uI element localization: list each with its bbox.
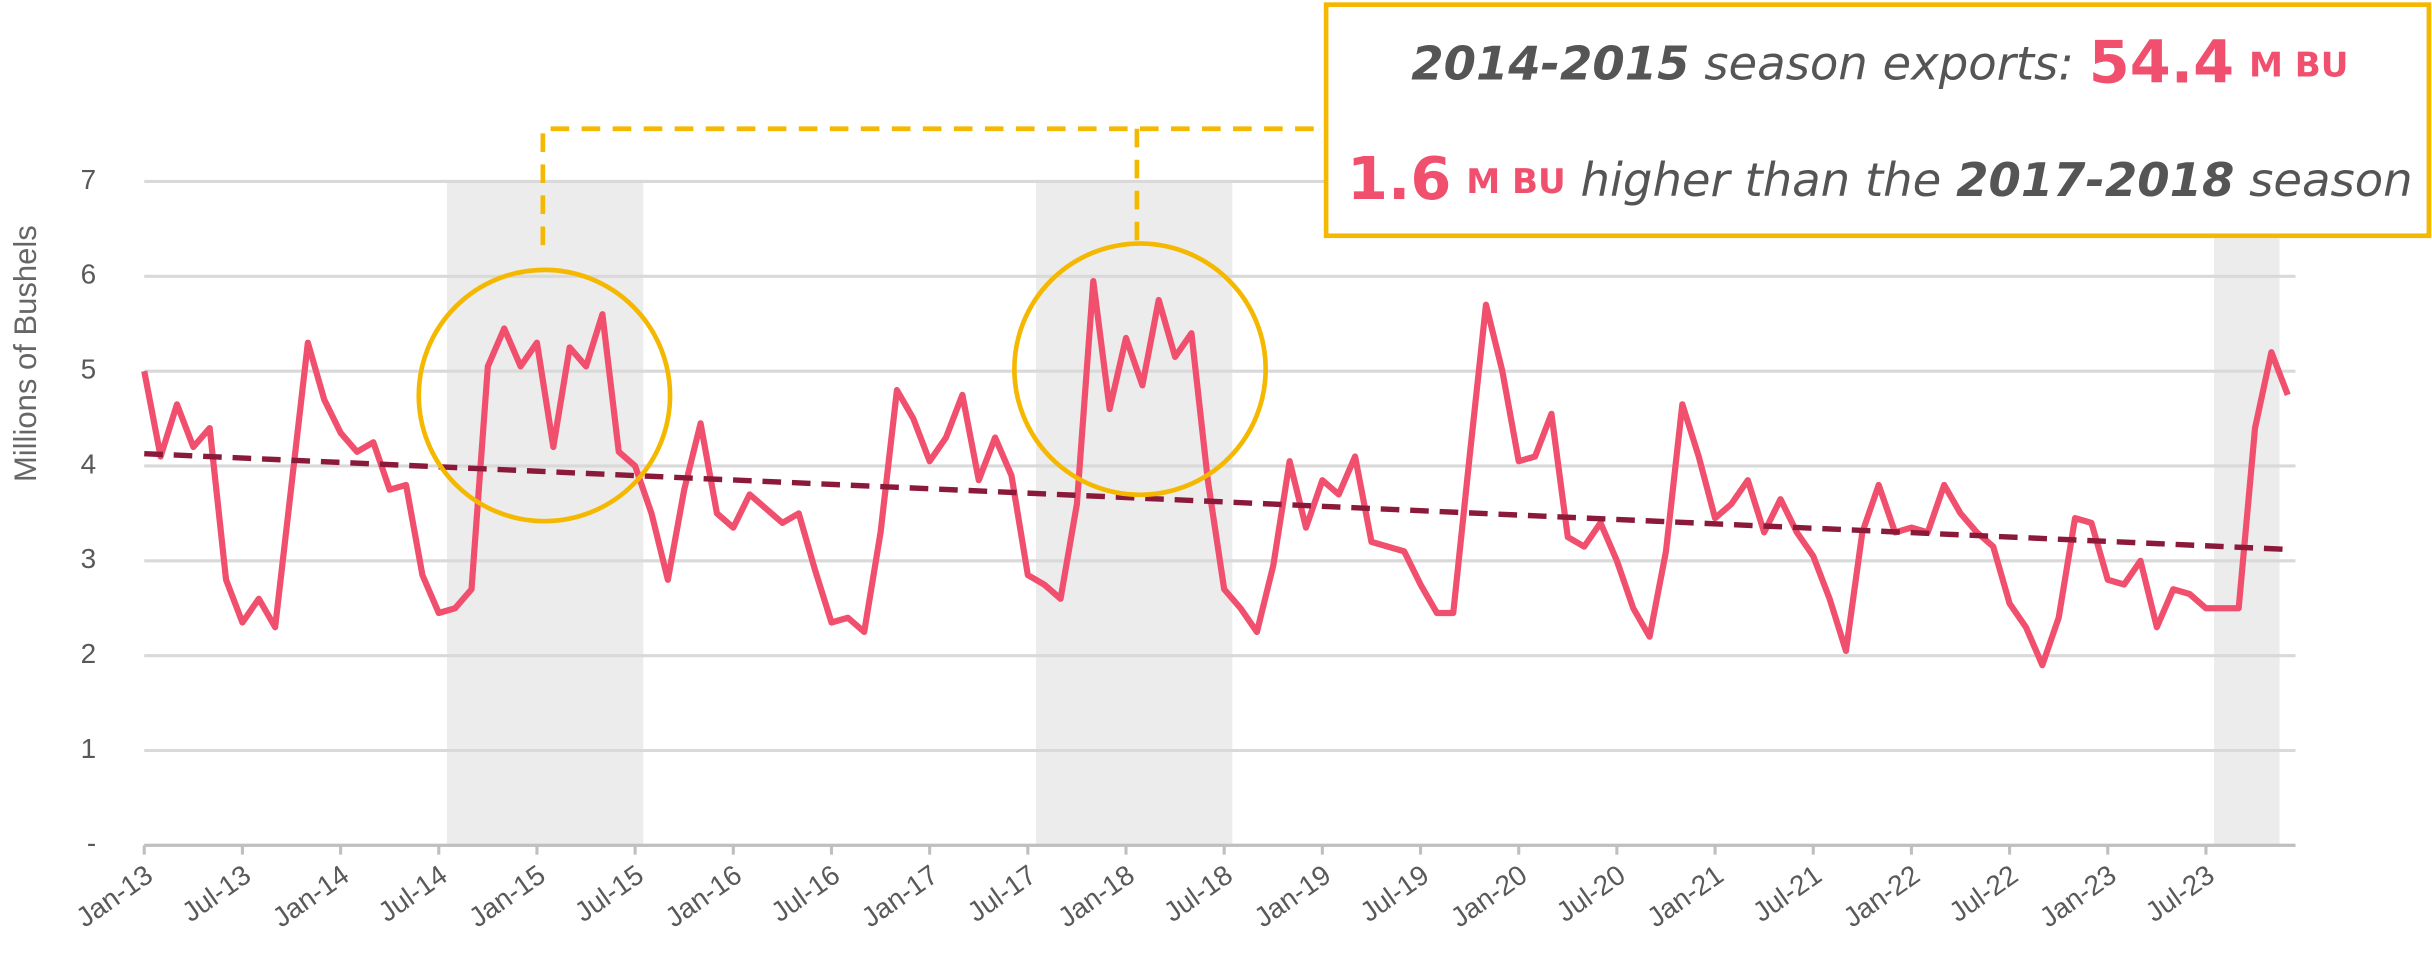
annotation-box: [1323, 2, 2432, 239]
data-layer: [141, 277, 2291, 669]
ann-value: 1.6: [1347, 144, 1451, 213]
x-tick-label: Jul-19: [1354, 859, 1434, 928]
background-layer: [446, 181, 2280, 846]
x-tick-label: Jan-20: [1445, 859, 1533, 933]
shaded-season: [1036, 181, 1233, 846]
connector: [540, 126, 1327, 246]
x-tick-label: Jul-16: [765, 859, 845, 928]
x-tick-label: Jan-23: [2034, 859, 2122, 933]
x-tick-label: Jan-14: [267, 859, 355, 933]
trendline: [144, 450, 2288, 553]
x-tick-label: Jan-22: [1838, 859, 1926, 933]
x-tick-label: Jan-18: [1052, 859, 1140, 933]
ann-unit: M BU: [1466, 162, 1566, 202]
x-tick-label: Jan-16: [660, 859, 748, 933]
y-tick-label: 1: [81, 733, 97, 764]
annotation-line1: 2014-2015 season exports: 54.4 M BU: [1411, 28, 2348, 97]
x-tick-label: Jul-14: [373, 859, 453, 928]
x-tick-label: Jul-21: [1747, 859, 1827, 928]
x-tick-label: Jul-17: [962, 859, 1042, 928]
highlight-circle: [416, 267, 673, 524]
annotation-line2: 1.6 M BU higher than the 2017-2018 seaso…: [1347, 144, 2413, 213]
ann-text: higher than the: [1581, 153, 1942, 207]
y-tick-label: 7: [81, 164, 97, 195]
x-tick-label: Jul-23: [2140, 859, 2220, 928]
x-tick-label: Jul-13: [176, 859, 256, 928]
ann-text: season: [2249, 153, 2413, 207]
annotation-shapes: [416, 2, 2432, 524]
y-axis-label: Millions of Bushels: [8, 225, 43, 482]
ann-unit: M BU: [2249, 45, 2349, 85]
y-tick-label: -: [87, 828, 96, 859]
x-tick-label: Jul-18: [1158, 859, 1238, 928]
x-tick-label: Jan-21: [1641, 859, 1729, 933]
x-tick-label: Jul-15: [569, 859, 649, 928]
x-tick-label: Jul-20: [1551, 859, 1631, 928]
data-line: [141, 277, 2291, 669]
y-tick-label: 5: [81, 354, 97, 385]
ann-text: 2014-2015: [1411, 36, 1689, 90]
y-tick-label: 4: [81, 448, 97, 479]
y-tick-label: 2: [81, 638, 97, 669]
x-tick-label: Jan-19: [1249, 859, 1337, 933]
ann-text: 2017-2018: [1956, 153, 2234, 207]
highlight-circle: [1012, 241, 1268, 498]
x-tick-label: Jul-22: [1943, 859, 2023, 928]
ann-text: season exports:: [1704, 36, 2074, 90]
x-tick-label: Jan-13: [70, 859, 158, 933]
x-tick-label: Jan-17: [856, 859, 944, 933]
ann-value: 54.4: [2089, 28, 2234, 97]
y-tick-label: 6: [81, 259, 97, 290]
x-tick-label: Jan-15: [463, 859, 551, 933]
y-tick-label: 3: [81, 543, 97, 574]
